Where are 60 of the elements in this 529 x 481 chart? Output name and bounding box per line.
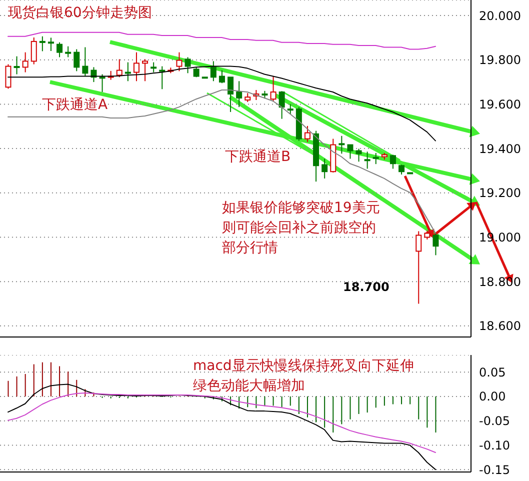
candlestick	[218, 70, 225, 84]
candlestick	[142, 58, 148, 82]
candlestick	[14, 56, 20, 75]
candlestick	[322, 158, 328, 179]
candlestick	[48, 37, 54, 52]
annotation: 下跌通道B	[225, 148, 291, 166]
candlestick	[398, 164, 405, 175]
annotation: macd显示快慢线保持死叉向下延伸	[193, 357, 414, 375]
annotation: 部分行情	[222, 239, 278, 257]
candlestick	[184, 56, 191, 74]
y-tick-label: -0.15	[479, 462, 510, 477]
candlestick	[347, 144, 354, 160]
candlestick	[133, 52, 140, 82]
candlestick	[210, 60, 216, 82]
y-tick-label: 19.200	[479, 186, 521, 200]
candlestick	[124, 62, 131, 82]
candlestick	[228, 76, 234, 112]
y-tick-label: 20.000	[479, 8, 521, 23]
y-tick-label: -0.05	[479, 414, 510, 428]
annotation: 如果银价能够突破19美元	[222, 199, 380, 217]
candlestick	[432, 232, 439, 256]
candlestick	[364, 151, 370, 170]
candlestick	[65, 46, 72, 58]
y-tick-label: 0.05	[479, 365, 506, 380]
y-tick-label: 18.800	[479, 274, 521, 289]
candlestick	[176, 52, 182, 72]
y-tick-label: 19.600	[479, 97, 521, 112]
candlestick	[56, 42, 63, 58]
candlestick	[82, 46, 88, 77]
candlestick	[356, 148, 362, 162]
candlestick	[372, 152, 379, 165]
candlestick	[159, 66, 166, 90]
annotation: 18.700	[343, 280, 390, 294]
candlestick	[278, 90, 285, 120]
annotation: 绿色动能大幅增加	[193, 377, 305, 395]
candlestick	[236, 80, 242, 108]
y-tick-label: 19.800	[479, 53, 521, 68]
candlestick	[416, 230, 422, 304]
chart-title: 现货白银60分钟走势图	[8, 4, 152, 22]
annotation: 则可能会回补之前跳空的	[222, 219, 376, 237]
y-tick-label: 18.600	[479, 319, 521, 334]
y-tick-label: 0.00	[479, 390, 506, 404]
candlestick	[150, 62, 157, 73]
candlestick	[5, 64, 12, 90]
y-tick-label: 19.400	[479, 142, 521, 156]
line-series	[8, 392, 436, 453]
candlestick	[39, 36, 46, 52]
y-tick-label: -0.10	[479, 438, 510, 452]
candlestick	[270, 76, 276, 102]
line-series	[8, 32, 436, 50]
annotation: 下跌通道A	[42, 96, 108, 114]
line-series	[8, 66, 436, 142]
candlestick	[338, 135, 345, 154]
candlestick	[304, 125, 310, 142]
candlestick	[30, 36, 37, 65]
candlestick	[74, 48, 80, 72]
candlestick	[390, 154, 396, 170]
candlestick	[287, 104, 294, 114]
candlestick	[116, 58, 122, 78]
candlestick	[22, 52, 28, 73]
